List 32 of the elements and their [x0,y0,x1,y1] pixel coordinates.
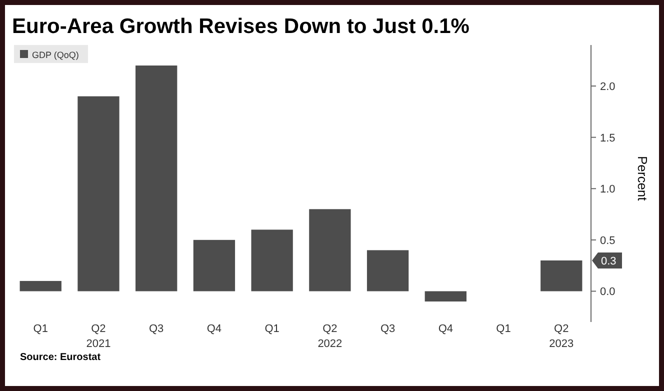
y-tick-label: 0.0 [600,286,616,298]
source-note: Source: Eurostat [20,352,102,363]
bar [424,291,466,302]
x-tick-label: Q2 [554,323,569,335]
x-tick-label: Q1 [496,323,511,335]
x-tick-label: Q2 [322,323,338,335]
y-tick-label: 1.0 [600,184,616,196]
x-tick-label: Q3 [380,323,396,335]
x-tick-label: Q2 [91,323,106,335]
bar [366,250,409,292]
bar [78,96,120,292]
text: 2022 [318,338,342,350]
y-tick-label: 2.0 [600,81,616,94]
bar [540,260,582,292]
y-tick-label: 0.5 [600,234,616,247]
x-tick-label: Q4 [438,323,453,335]
x-tick-label: Q1 [33,323,48,335]
chart-title: Euro-Area Growth Revises Down to Just 0.1% [12,15,470,38]
x-tick-label: Q4 [206,323,222,335]
y-tick-label: 1.5 [600,132,616,144]
x-tick-label: Q1 [264,323,280,335]
bar [20,280,62,292]
text: 0.3 [601,255,616,268]
x-tick-label: Q3 [149,323,164,335]
bar [193,240,236,292]
bar [309,209,351,292]
legend-label: GDP (QoQ) [32,50,79,60]
text: 2023 [549,338,574,350]
bar [136,66,178,292]
text: 2021 [86,338,111,350]
y-axis-title: Percent [635,156,650,202]
bar [251,230,293,292]
